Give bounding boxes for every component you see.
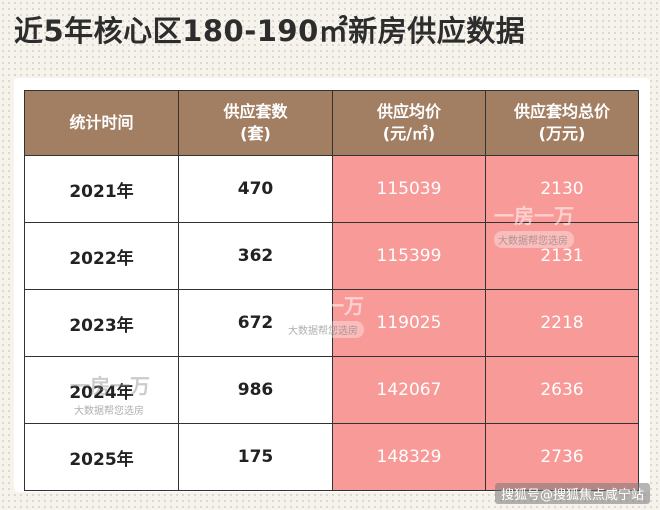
table-cell: 2736 (485, 423, 639, 491)
column-header: 供应套数 (套) (178, 90, 333, 156)
header-row: 统计时间 供应套数 (套) 供应均价 (元/㎡) 供应套均总价 (万元) (24, 90, 639, 156)
table-row: 2022年 362 115399 2131 (24, 222, 639, 290)
table-row: 2023年 672 119025 2218 (24, 289, 639, 357)
column-header: 供应均价 (元/㎡) (332, 90, 486, 156)
table-cell: 2130 (485, 155, 639, 223)
table-cell: 2218 (485, 289, 639, 357)
table-cell: 119025 (332, 289, 486, 357)
table-cell: 2022年 (24, 222, 179, 290)
table-cell: 2025年 (24, 423, 179, 491)
table-cell: 2636 (485, 356, 639, 424)
table-cell: 142067 (332, 356, 486, 424)
table-cell: 470 (178, 155, 333, 223)
table-cell: 2023年 (24, 289, 179, 357)
column-header: 供应套均总价 (万元) (485, 90, 639, 156)
table-row: 2024年 986 142067 2636 (24, 356, 639, 424)
source-footer: 搜狐号@搜狐焦点咸宁站 (494, 483, 650, 504)
table-cell: 2024年 (24, 356, 179, 424)
table-cell: 2021年 (24, 155, 179, 223)
chart-title: 近5年核心区180-190㎡新房供应数据 (14, 14, 526, 48)
table-row: 2025年 175 148329 2736 (24, 423, 639, 491)
table-row: 2021年 470 115039 2130 (24, 155, 639, 223)
data-table: 统计时间 供应套数 (套) 供应均价 (元/㎡) 供应套均总价 (万元) 2021年 470 1… (24, 90, 639, 491)
column-header: 统计时间 (24, 90, 179, 156)
table-cell: 2131 (485, 222, 639, 290)
table-cell: 148329 (332, 423, 486, 491)
table-cell: 115399 (332, 222, 486, 290)
table-cell: 672 (178, 289, 333, 357)
table-cell: 986 (178, 356, 333, 424)
table-cell: 115039 (332, 155, 486, 223)
table-cell: 175 (178, 423, 333, 491)
table-cell: 362 (178, 222, 333, 290)
